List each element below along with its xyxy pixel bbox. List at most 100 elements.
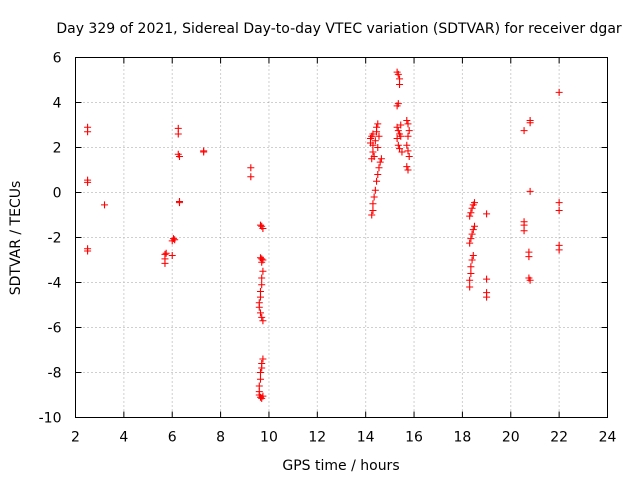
data-point [162, 249, 170, 257]
data-point [371, 137, 379, 145]
data-point [393, 102, 401, 110]
data-point [256, 309, 264, 317]
data-point [259, 355, 267, 363]
data-point [256, 369, 264, 376]
data-point [469, 226, 477, 234]
data-point [483, 293, 491, 301]
data-point [174, 130, 182, 138]
data-point [520, 127, 528, 135]
x-tick-label: 4 [119, 430, 128, 446]
data-point [468, 230, 476, 238]
x-tick-label: 6 [168, 430, 177, 446]
data-point [258, 258, 266, 266]
data-point [466, 276, 474, 284]
data-point [169, 235, 177, 243]
y-tick-label: -8 [48, 366, 62, 382]
y-tick-label: -6 [48, 321, 62, 337]
data-point [175, 153, 183, 160]
data-point [368, 211, 376, 219]
data-points [84, 68, 563, 402]
data-point [404, 120, 412, 128]
data-point [468, 256, 476, 264]
data-point [376, 158, 384, 166]
data-point [256, 293, 264, 301]
x-tick-label: 24 [599, 430, 617, 446]
x-tick-label: 22 [550, 430, 568, 446]
y-tick-label: 0 [53, 186, 62, 202]
grid [75, 57, 608, 418]
data-point [373, 177, 381, 185]
data-point [375, 132, 383, 140]
data-point [396, 81, 404, 88]
x-tick-label: 16 [405, 430, 423, 446]
data-point [467, 270, 475, 277]
x-tick-label: 2 [71, 430, 80, 446]
data-point [404, 132, 412, 140]
data-point [471, 199, 478, 207]
data-point [247, 164, 255, 172]
data-point [526, 276, 534, 284]
data-point [84, 128, 92, 136]
data-point [369, 207, 377, 214]
data-point [468, 204, 476, 212]
data-point [555, 246, 563, 254]
x-tick-label: 12 [308, 430, 326, 446]
y-tick-label: -10 [39, 411, 62, 427]
data-point [200, 148, 208, 156]
data-point [168, 252, 176, 259]
x-axis-label: GPS time / hours [282, 458, 399, 474]
data-point [374, 144, 382, 151]
data-point [555, 88, 563, 96]
data-point [370, 153, 378, 160]
data-point [369, 148, 377, 156]
data-point [84, 247, 92, 255]
data-point [471, 222, 478, 230]
x-tick-label: 18 [453, 430, 471, 446]
data-point [369, 200, 377, 208]
data-point [398, 148, 406, 156]
data-point [404, 147, 412, 155]
data-point [373, 123, 381, 131]
data-point [394, 70, 402, 78]
data-point [526, 187, 534, 195]
y-tick-label: 6 [53, 51, 62, 67]
data-point [258, 364, 266, 372]
data-point [520, 227, 528, 235]
data-point [259, 392, 267, 400]
data-point [374, 171, 382, 178]
y-tick-label: 2 [53, 141, 62, 157]
data-point [397, 132, 405, 140]
data-point [394, 141, 402, 149]
data-point [161, 259, 169, 267]
data-point [483, 275, 491, 283]
x-tick-label: 20 [502, 430, 520, 446]
data-point [555, 199, 563, 207]
data-point [256, 375, 264, 383]
data-point [258, 274, 266, 282]
data-point [404, 166, 412, 174]
data-point [101, 201, 109, 209]
data-point [258, 281, 266, 289]
data-point [374, 120, 382, 128]
x-tick-label: 8 [216, 430, 225, 446]
data-point [403, 117, 411, 124]
data-point [259, 225, 267, 232]
data-point [469, 252, 477, 259]
x-tick-label: 10 [260, 430, 278, 446]
data-point [369, 141, 377, 149]
data-point [377, 155, 385, 163]
data-point [258, 313, 266, 321]
data-point [259, 317, 267, 325]
chart-title: Day 329 of 2021, Sidereal Day-to-day VTE… [56, 21, 622, 37]
data-point [247, 173, 255, 181]
y-axis-label: SDTVAR / TECUs [8, 181, 24, 296]
data-point [405, 153, 413, 160]
data-point [255, 303, 263, 311]
data-point [175, 199, 183, 207]
y-tick-label: -4 [48, 276, 62, 292]
data-point [403, 163, 411, 171]
data-point [369, 130, 377, 138]
data-point [405, 127, 413, 135]
